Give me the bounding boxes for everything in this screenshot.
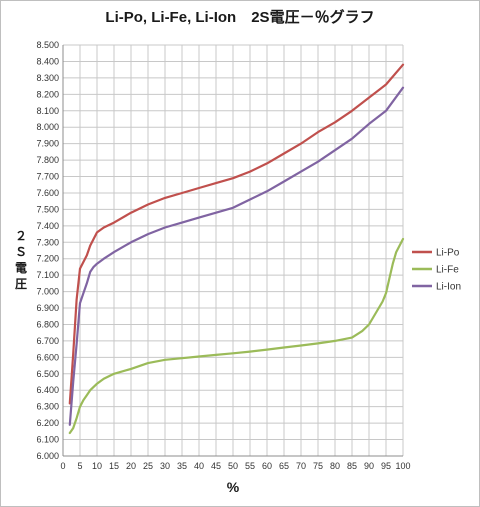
x-tick-label: 70 <box>296 461 306 471</box>
y-tick-label: 7.400 <box>36 221 59 231</box>
y-axis-label-char: 圧 <box>14 277 27 291</box>
x-tick-label: 25 <box>143 461 153 471</box>
legend-label-li-fe: Li-Fe <box>436 265 459 276</box>
x-tick-label: 60 <box>262 461 272 471</box>
x-tick-label: 90 <box>364 461 374 471</box>
y-tick-label: 7.900 <box>36 139 59 149</box>
x-tick-label: 95 <box>381 461 391 471</box>
x-tick-label: 55 <box>245 461 255 471</box>
y-tick-label: 6.200 <box>36 418 59 428</box>
y-tick-label: 6.700 <box>36 336 59 346</box>
x-tick-label: 50 <box>228 461 238 471</box>
y-tick-label: 8.400 <box>36 56 59 66</box>
y-tick-label: 7.100 <box>36 270 59 280</box>
x-tick-label: 10 <box>92 461 102 471</box>
x-tick-label: 85 <box>347 461 357 471</box>
gridlines <box>62 44 404 457</box>
legend-label-li-ion: Li-Ion <box>436 282 461 293</box>
legend: Li-Po Li-Fe Li-Ion <box>412 248 461 293</box>
y-tick-label: 6.000 <box>36 451 59 461</box>
axes <box>62 45 403 457</box>
x-tick-label: 5 <box>77 461 82 471</box>
y-axis-label-char: 電 <box>14 261 27 275</box>
y-axis-label-char: Ｓ <box>14 245 27 259</box>
legend-label-li-po: Li-Po <box>436 248 460 259</box>
y-tick-label: 6.600 <box>36 352 59 362</box>
y-tick-label: 8.000 <box>36 122 59 132</box>
x-tick-label: 20 <box>126 461 136 471</box>
y-tick-label: 8.500 <box>36 40 59 50</box>
y-tick-label: 8.300 <box>36 73 59 83</box>
y-tick-label: 7.600 <box>36 188 59 198</box>
y-tick-label: 6.800 <box>36 319 59 329</box>
y-tick-label: 7.500 <box>36 204 59 214</box>
x-tick-label: 40 <box>194 461 204 471</box>
tick-labels: 6.000 6.100 6.200 6.300 6.400 6.500 6.600 6.700… <box>36 40 410 471</box>
x-tick-label: 45 <box>211 461 221 471</box>
series-line-li-po <box>68 63 405 405</box>
chart-title: Li-Po, Li-Fe, Li-Ion 2S電圧－％グラフ <box>105 9 375 26</box>
x-tick-label: 75 <box>313 461 323 471</box>
y-tick-label: 8.100 <box>36 106 59 116</box>
y-tick-label: 8.200 <box>36 89 59 99</box>
x-tick-label: 15 <box>109 461 119 471</box>
y-tick-label: 7.700 <box>36 172 59 182</box>
x-tick-label: 30 <box>160 461 170 471</box>
series-line-li-fe <box>68 237 405 435</box>
y-axis-label-char: ２ <box>14 229 27 243</box>
x-tick-label: 100 <box>395 461 410 471</box>
y-tick-label: 7.800 <box>36 155 59 165</box>
x-axis-label: % <box>227 479 240 495</box>
x-tick-label: 0 <box>60 461 65 471</box>
y-tick-label: 6.300 <box>36 402 59 412</box>
y-tick-label: 7.200 <box>36 254 59 264</box>
series-lines <box>68 63 405 435</box>
x-tick-label: 65 <box>279 461 289 471</box>
x-tick-label: 80 <box>330 461 340 471</box>
y-tick-label: 7.300 <box>36 237 59 247</box>
y-tick-label: 6.500 <box>36 369 59 379</box>
y-tick-label: 6.100 <box>36 435 59 445</box>
x-tick-label: 35 <box>177 461 187 471</box>
y-tick-label: 7.000 <box>36 287 59 297</box>
y-tick-label: 6.400 <box>36 385 59 395</box>
series-line-li-ion <box>68 86 405 426</box>
y-tick-label: 6.900 <box>36 303 59 313</box>
